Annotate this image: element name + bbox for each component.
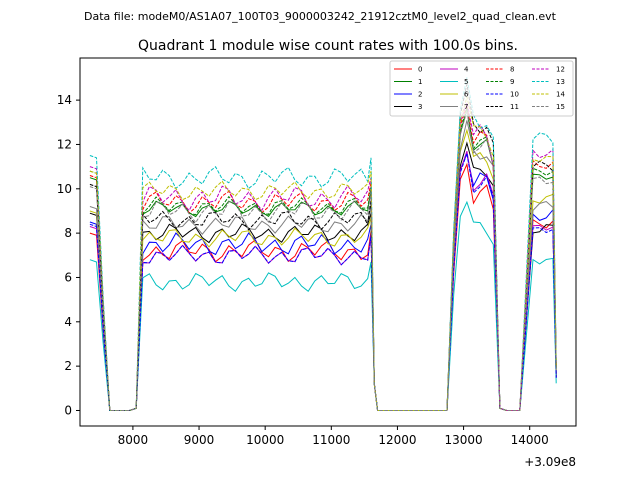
series-line-1 <box>89 109 557 411</box>
x-tick-label: 13000 <box>444 433 482 447</box>
x-tick-label: 11000 <box>312 433 350 447</box>
legend-label-4: 4 <box>464 66 469 74</box>
legend-label-1: 1 <box>418 78 422 86</box>
y-tick-label: 0 <box>64 403 72 417</box>
series-line-12 <box>89 100 557 411</box>
x-tick-label: 10000 <box>246 433 284 447</box>
y-tick-label: 2 <box>64 359 72 373</box>
y-axis: 0 2 4 6 8 10 12 14 <box>57 93 80 417</box>
legend-label-5: 5 <box>464 78 468 86</box>
legend-label-11: 11 <box>510 103 519 111</box>
legend-box <box>389 60 574 117</box>
series-line-9 <box>89 108 557 411</box>
legend-label-6: 6 <box>464 91 469 99</box>
y-tick-label: 6 <box>64 270 72 284</box>
legend-label-8: 8 <box>510 66 514 74</box>
y-tick-label: 12 <box>57 137 72 151</box>
y-tick-label: 14 <box>57 93 72 107</box>
x-offset-label: +3.09e8 <box>524 455 576 469</box>
y-tick-label: 4 <box>64 315 72 329</box>
legend-label-14: 14 <box>556 91 565 99</box>
x-tick-label: 9000 <box>184 433 215 447</box>
legend-label-3: 3 <box>418 103 422 111</box>
legend-label-13: 13 <box>556 78 565 86</box>
x-axis: 8000 9000 10000 11000 12000 13000 14000 <box>118 426 549 447</box>
series-line-11 <box>89 84 557 411</box>
legend-label-15: 15 <box>556 103 565 111</box>
legend-label-2: 2 <box>418 91 422 99</box>
legend-label-0: 0 <box>418 66 422 74</box>
plot-series <box>89 77 557 411</box>
series-line-15 <box>89 110 557 411</box>
chart-title: Quadrant 1 module wise count rates with … <box>138 38 518 54</box>
y-tick-label: 10 <box>57 182 72 196</box>
x-tick-label: 12000 <box>378 433 416 447</box>
x-tick-label: 8000 <box>118 433 149 447</box>
series-line-3 <box>89 141 557 411</box>
series-line-13 <box>89 77 557 411</box>
series-line-14 <box>89 96 557 411</box>
series-line-4 <box>89 150 557 411</box>
suptitle: Data file: modeM0/AS1A07_100T03_90000032… <box>84 10 557 23</box>
x-tick-label: 14000 <box>511 433 549 447</box>
series-line-7 <box>89 120 557 411</box>
legend-label-9: 9 <box>510 78 514 86</box>
series-line-6 <box>89 128 557 411</box>
series-line-10 <box>89 153 557 411</box>
series-line-2 <box>89 152 557 411</box>
series-line-8 <box>89 105 557 411</box>
legend-label-7: 7 <box>464 103 468 111</box>
legend-label-10: 10 <box>510 91 519 99</box>
axes-frame <box>79 57 577 427</box>
legend-label-12: 12 <box>556 66 565 74</box>
y-tick-label: 8 <box>64 226 72 240</box>
series-line-5 <box>89 200 557 411</box>
